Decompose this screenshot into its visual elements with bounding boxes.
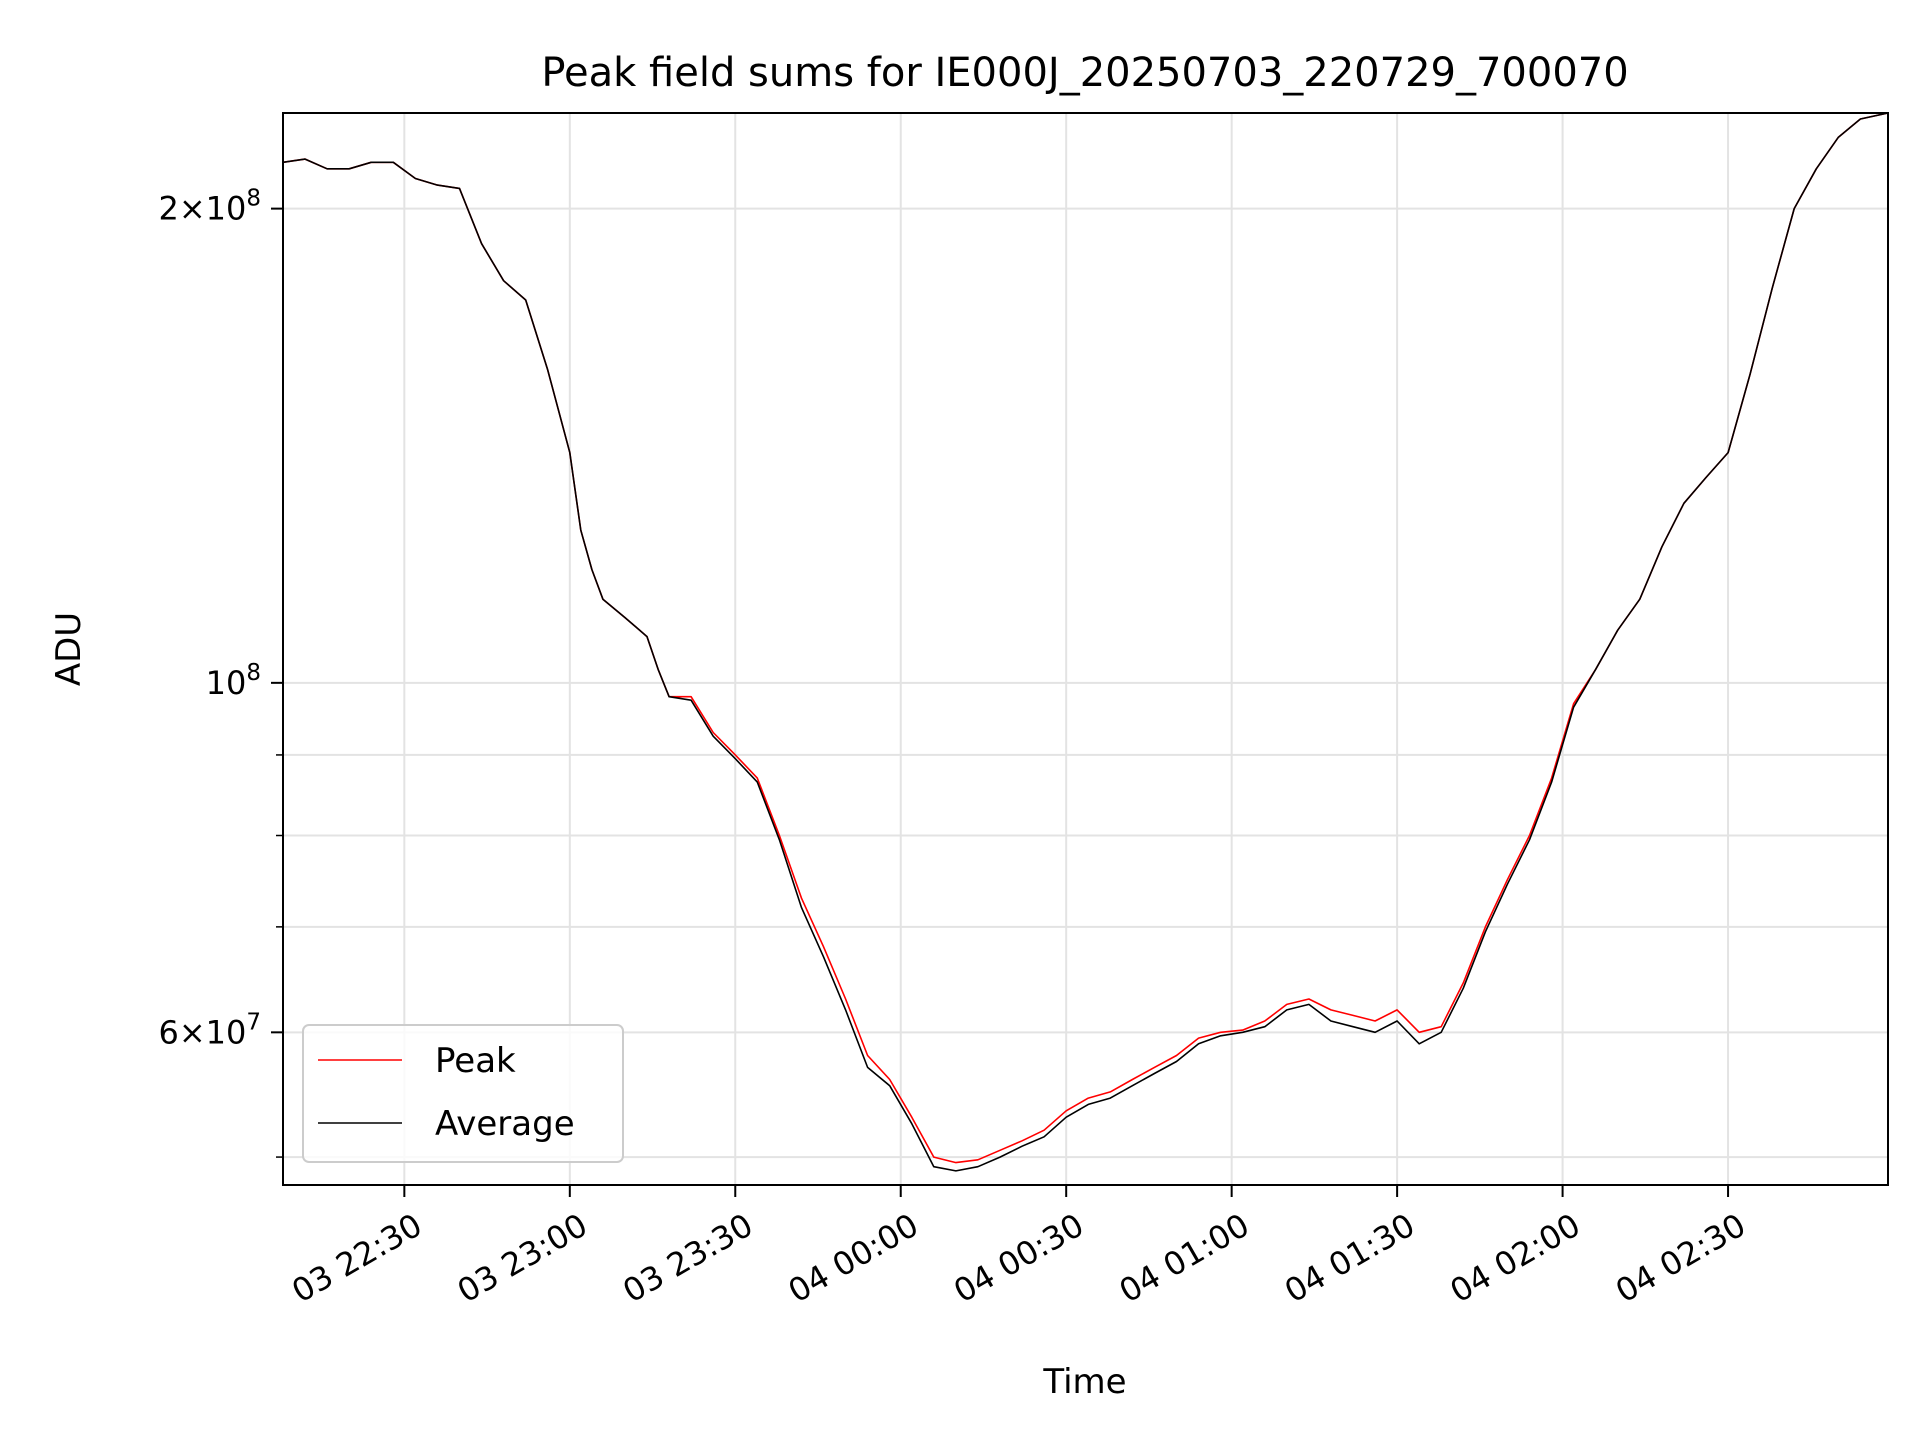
y-tick-times: × <box>179 190 206 228</box>
y-tick-label: 2×108 <box>158 186 261 228</box>
y-tick-exponent: 8 <box>246 186 261 212</box>
plot-frame <box>282 112 1889 1186</box>
y-tick-mantissa: 2 <box>158 190 178 228</box>
series-layer <box>282 112 1889 1172</box>
y-tick-mantissa: 6 <box>158 1013 178 1051</box>
legend-label-peak: Peak <box>435 1041 516 1081</box>
legend-label-average: Average <box>435 1104 575 1144</box>
y-tick-times: × <box>179 1013 206 1051</box>
y-tick-label: 108 <box>206 660 261 702</box>
legend: Peak Average <box>302 1024 624 1163</box>
y-tick-label: 6×107 <box>158 1009 261 1051</box>
y-tick-base: 10 <box>206 1013 247 1051</box>
y-tick-exponent: 8 <box>246 660 261 686</box>
chart-title: Peak field sums for IE000J_20250703_2207… <box>541 50 1628 96</box>
y-tick-base: 10 <box>206 190 247 228</box>
y-axis-label: ADU <box>49 612 89 686</box>
x-axis-label: Time <box>1042 1362 1126 1402</box>
y-tick-base: 10 <box>206 664 247 702</box>
series-line-average <box>282 112 1889 1172</box>
y-tick-exponent: 7 <box>246 1009 261 1035</box>
